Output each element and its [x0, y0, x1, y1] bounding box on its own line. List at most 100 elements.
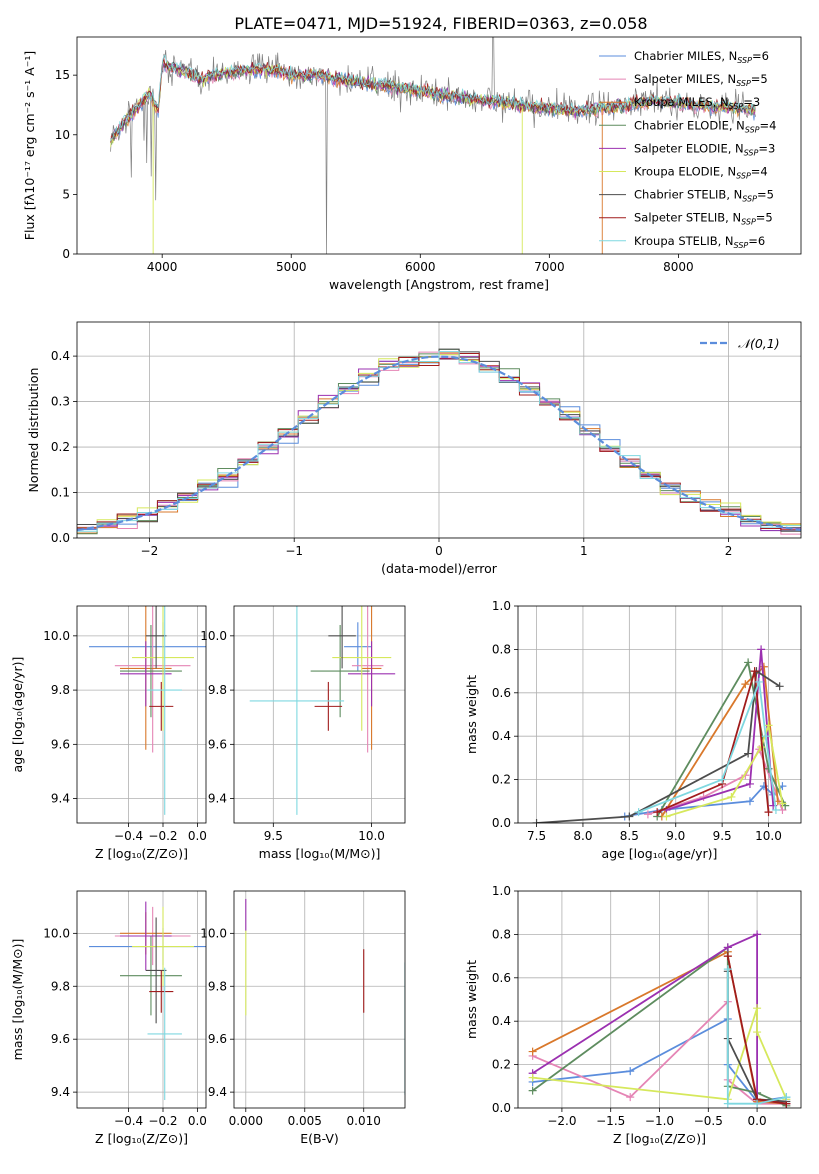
- x-tick-label: 0: [435, 544, 443, 558]
- weight-marker: [750, 667, 759, 676]
- y-tick-label: 0.3: [51, 395, 70, 409]
- legend-label-suffix: =3: [743, 95, 760, 109]
- legend-label: Kroupa ELODIE, NSSP=4: [634, 165, 768, 181]
- weight-marker: [753, 1099, 762, 1108]
- weight-marker: [653, 808, 662, 817]
- legend-label: Chabrier STELIB, NSSP=5: [634, 188, 774, 204]
- y-tick-label: 9.4: [208, 792, 227, 806]
- axes-frame: [76, 890, 207, 1109]
- legend-label-main: Salpeter STELIB, N: [634, 211, 741, 225]
- legend-label-main: Salpeter ELODIE, N: [634, 141, 744, 155]
- y-tick-label: 0.6: [492, 971, 511, 985]
- x-tick-label: −0.4: [114, 1114, 143, 1128]
- y-axis-label: age [log₁₀(age/yr)]: [10, 657, 25, 773]
- weight-marker: [782, 1093, 791, 1102]
- y-tick-label: 10: [55, 128, 70, 142]
- x-tick-label: −0.5: [694, 1114, 723, 1128]
- weight-marker: [532, 819, 541, 823]
- legend-label: Salpeter STELIB, NSSP=5: [634, 211, 773, 227]
- weight-marker: [753, 1028, 762, 1037]
- weight-marker: [753, 930, 762, 939]
- x-tick-label: 0.0: [188, 829, 207, 843]
- weight-marker: [718, 775, 727, 784]
- x-axis-label: Z [log₁₀(Z/Z⊙)]: [95, 1131, 188, 1146]
- y-axis-label: Flux [fλ10⁻¹⁷ erg cm⁻² s⁻¹ A⁻¹]: [22, 51, 37, 240]
- plot-area: [110, 37, 756, 254]
- x-tick-label: 1: [580, 544, 588, 558]
- x-tick-label: −2.0: [547, 1114, 576, 1128]
- weight-marker: [778, 799, 787, 808]
- legend-label-main: Chabrier MILES, N: [634, 49, 737, 63]
- legend-label-main: Kroupa STELIB, N: [634, 234, 734, 248]
- panel-residuals: −2 −1 0 1 2 0.0 0.1 0.2 0.3 0.4 (data-model)/error…: [26, 321, 802, 576]
- x-tick-label: 0.0: [748, 1114, 767, 1128]
- legend-label-sub: SSP: [742, 195, 757, 204]
- weight-marker: [761, 732, 770, 741]
- legend-label-suffix: =4: [760, 118, 777, 132]
- x-axis-label: age [log₁₀(age/yr)]: [602, 846, 718, 861]
- normal-curve: [77, 355, 801, 532]
- y-tick-label: 0: [62, 247, 70, 261]
- weight-marker: [764, 808, 773, 817]
- legend-label-suffix: =3: [758, 141, 775, 155]
- weight-marker: [727, 792, 736, 801]
- y-tick-label: 9.4: [208, 1085, 227, 1099]
- legend-label: Salpeter ELODIE, NSSP=3: [634, 141, 775, 157]
- weight-marker: [741, 680, 750, 689]
- plot-area: [234, 891, 405, 1108]
- y-tick-label: 10.0: [43, 629, 70, 643]
- x-tick-label: 9.0: [666, 829, 685, 843]
- y-tick-label: 9.6: [51, 1032, 70, 1046]
- x-tick-label: 0.005: [288, 1114, 322, 1128]
- axes-frame: [76, 605, 207, 824]
- x-tick-label: 0.010: [347, 1114, 381, 1128]
- weight-marker: [745, 779, 754, 788]
- panel-mass_vs_EBV: 0.000 0.005 0.010 9.4 9.6 9.8 10.0 E(B-V): [200, 890, 406, 1146]
- y-tick-label: 0.8: [492, 642, 511, 656]
- legend-label: 𝒩(0,1): [738, 336, 780, 351]
- legend-label-suffix: =5: [757, 188, 774, 202]
- weight-marker: [744, 749, 753, 758]
- legend-label-sub: SSP: [734, 241, 749, 250]
- x-tick-label: 7000: [534, 260, 565, 274]
- y-tick-label: 0.4: [492, 729, 511, 743]
- weight-marker: [626, 1093, 635, 1102]
- weight-marker: [723, 1099, 732, 1108]
- axes-frame: [76, 36, 802, 255]
- y-tick-label: 0.2: [492, 773, 511, 787]
- plot-area: [77, 606, 206, 823]
- y-tick-label: 9.8: [208, 683, 227, 697]
- weight-marker: [643, 810, 652, 819]
- weight-marker: [662, 812, 671, 821]
- weight-marker: [723, 943, 732, 952]
- x-axis-label: Z [log₁₀(Z/Z⊙)]: [613, 1131, 706, 1146]
- legend-label-main: Kroupa MILES, N: [634, 95, 729, 109]
- y-axis-label: mass weight: [464, 675, 479, 754]
- y-axis-label: mass [log₁₀(M/M⊙)]: [10, 939, 25, 1061]
- x-tick-label: 8000: [663, 260, 694, 274]
- panel-age_vs_mass: 9.5 10.0 9.4 9.6 9.8 10.0 mass [log₁₀(M/M⊙)]: [200, 605, 406, 861]
- x-axis-label: E(B-V): [300, 1131, 339, 1146]
- y-tick-label: 9.8: [51, 683, 70, 697]
- y-tick-label: 5: [62, 187, 70, 201]
- legend-label-main: Salpeter MILES, N: [634, 72, 736, 86]
- legend-label-suffix: =6: [748, 234, 765, 248]
- legend-label-sub: SSP: [741, 218, 756, 227]
- axes-frame: [233, 890, 406, 1109]
- weight-marker: [759, 662, 768, 671]
- y-tick-label: 1.0: [492, 599, 511, 613]
- plot-area: [518, 606, 801, 823]
- weight-marker: [753, 1004, 762, 1013]
- y-tick-label: 0.1: [51, 486, 70, 500]
- x-tick-label: 2: [725, 544, 733, 558]
- legend-label-main: Chabrier STELIB, N: [634, 188, 742, 202]
- x-tick-label: 9.5: [713, 829, 732, 843]
- y-axis-label: Normed distribution: [26, 368, 41, 493]
- panel-weight_vs_age: 7.5 8.0 8.5 9.0 9.5 10.0 0.0 0.2 0.4 0.6 0.8 1.0 age…: [464, 599, 802, 861]
- y-tick-label: 0.6: [492, 686, 511, 700]
- y-tick-label: 1.0: [492, 884, 511, 898]
- weight-marker: [723, 965, 732, 974]
- weight-marker: [755, 677, 764, 686]
- weight-marker: [528, 1073, 537, 1082]
